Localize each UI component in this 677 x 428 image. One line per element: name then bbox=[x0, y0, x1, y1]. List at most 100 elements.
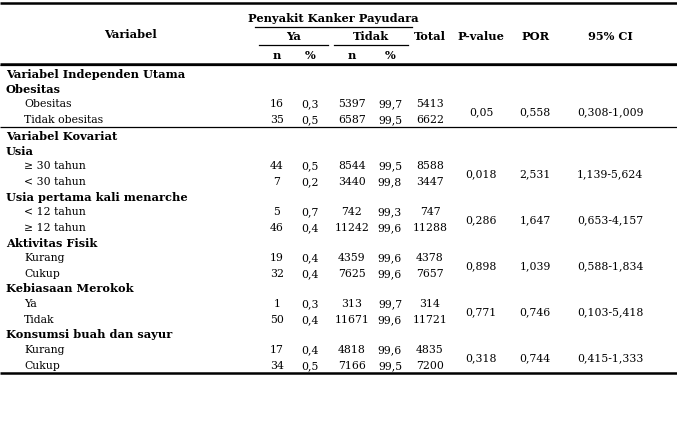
Text: 313: 313 bbox=[341, 299, 362, 309]
Text: 34: 34 bbox=[270, 361, 284, 371]
Text: 7625: 7625 bbox=[338, 269, 366, 279]
Text: %: % bbox=[305, 50, 315, 60]
Text: 0,558: 0,558 bbox=[519, 107, 550, 117]
Text: 8588: 8588 bbox=[416, 161, 444, 171]
Text: 6587: 6587 bbox=[338, 115, 366, 125]
Text: POR: POR bbox=[521, 31, 549, 42]
Text: < 30 tahun: < 30 tahun bbox=[24, 177, 86, 187]
Text: 0,018: 0,018 bbox=[465, 169, 497, 179]
Text: 1: 1 bbox=[274, 299, 280, 309]
Text: Kurang: Kurang bbox=[24, 345, 64, 355]
Text: Usia pertama kali menarche: Usia pertama kali menarche bbox=[6, 191, 188, 202]
Text: 6622: 6622 bbox=[416, 115, 444, 125]
Text: 0,5: 0,5 bbox=[301, 161, 319, 171]
Text: Tidak: Tidak bbox=[353, 30, 389, 42]
Text: Variabel Independen Utama: Variabel Independen Utama bbox=[6, 68, 185, 80]
Text: 0,5: 0,5 bbox=[301, 361, 319, 371]
Text: 46: 46 bbox=[270, 223, 284, 233]
Text: 747: 747 bbox=[420, 207, 440, 217]
Text: 1,039: 1,039 bbox=[519, 261, 550, 271]
Text: 3440: 3440 bbox=[338, 177, 366, 187]
Text: 0,2: 0,2 bbox=[301, 177, 319, 187]
Text: ≥ 12 tahun: ≥ 12 tahun bbox=[24, 223, 86, 233]
Text: 99,7: 99,7 bbox=[378, 299, 402, 309]
Text: 4835: 4835 bbox=[416, 345, 444, 355]
Text: Tidak obesitas: Tidak obesitas bbox=[24, 115, 103, 125]
Text: 99,6: 99,6 bbox=[378, 223, 402, 233]
Text: 314: 314 bbox=[420, 299, 441, 309]
Text: Obesitas: Obesitas bbox=[6, 83, 61, 95]
Text: 16: 16 bbox=[270, 99, 284, 109]
Text: Ya: Ya bbox=[286, 30, 301, 42]
Text: n: n bbox=[348, 50, 356, 60]
Text: 8544: 8544 bbox=[338, 161, 366, 171]
Text: 99,3: 99,3 bbox=[378, 207, 402, 217]
Text: 1,647: 1,647 bbox=[519, 215, 550, 225]
Text: 4378: 4378 bbox=[416, 253, 444, 263]
Text: 0,3: 0,3 bbox=[301, 299, 319, 309]
Text: Kebiasaan Merokok: Kebiasaan Merokok bbox=[6, 283, 133, 294]
Text: P-value: P-value bbox=[458, 31, 504, 42]
Text: 99,5: 99,5 bbox=[378, 115, 402, 125]
Text: Usia: Usia bbox=[6, 146, 34, 157]
Text: 0,746: 0,746 bbox=[519, 307, 550, 317]
Text: 0,4: 0,4 bbox=[301, 269, 319, 279]
Text: 0,4: 0,4 bbox=[301, 223, 319, 233]
Text: 99,7: 99,7 bbox=[378, 99, 402, 109]
Text: 44: 44 bbox=[270, 161, 284, 171]
Text: ≥ 30 tahun: ≥ 30 tahun bbox=[24, 161, 86, 171]
Text: 0,05: 0,05 bbox=[468, 107, 493, 117]
Text: 11288: 11288 bbox=[412, 223, 447, 233]
Text: 0,7: 0,7 bbox=[301, 207, 319, 217]
Text: Aktivitas Fisik: Aktivitas Fisik bbox=[6, 238, 97, 249]
Text: Konsumsi buah dan sayur: Konsumsi buah dan sayur bbox=[6, 330, 172, 341]
Text: 7166: 7166 bbox=[338, 361, 366, 371]
Text: Ya: Ya bbox=[24, 299, 37, 309]
Text: %: % bbox=[385, 50, 395, 60]
Text: < 12 tahun: < 12 tahun bbox=[24, 207, 86, 217]
Text: n: n bbox=[273, 50, 281, 60]
Text: 3447: 3447 bbox=[416, 177, 444, 187]
Text: Cukup: Cukup bbox=[24, 269, 60, 279]
Text: 742: 742 bbox=[342, 207, 362, 217]
Text: 11721: 11721 bbox=[412, 315, 447, 325]
Text: 4818: 4818 bbox=[338, 345, 366, 355]
Text: Obesitas: Obesitas bbox=[24, 99, 72, 109]
Text: 99,5: 99,5 bbox=[378, 361, 402, 371]
Text: Penyakit Kanker Payudara: Penyakit Kanker Payudara bbox=[248, 12, 419, 24]
Text: 0,286: 0,286 bbox=[465, 215, 497, 225]
Text: 0,4: 0,4 bbox=[301, 315, 319, 325]
Text: 0,3: 0,3 bbox=[301, 99, 319, 109]
Text: 0,103-5,418: 0,103-5,418 bbox=[577, 307, 643, 317]
Text: 0,415-1,333: 0,415-1,333 bbox=[577, 353, 643, 363]
Text: 0,744: 0,744 bbox=[519, 353, 550, 363]
Text: 95% CI: 95% CI bbox=[588, 31, 632, 42]
Text: 0,898: 0,898 bbox=[465, 261, 497, 271]
Text: 0,771: 0,771 bbox=[465, 307, 497, 317]
Text: 5397: 5397 bbox=[338, 99, 366, 109]
Text: 50: 50 bbox=[270, 315, 284, 325]
Text: 0,588-1,834: 0,588-1,834 bbox=[577, 261, 643, 271]
Text: 99,6: 99,6 bbox=[378, 269, 402, 279]
Text: 17: 17 bbox=[270, 345, 284, 355]
Text: 99,6: 99,6 bbox=[378, 315, 402, 325]
Text: 7200: 7200 bbox=[416, 361, 444, 371]
Text: 0,4: 0,4 bbox=[301, 253, 319, 263]
Text: 5: 5 bbox=[274, 207, 280, 217]
Text: Total: Total bbox=[414, 31, 446, 42]
Text: Tidak: Tidak bbox=[24, 315, 55, 325]
Text: Variabel: Variabel bbox=[104, 29, 156, 40]
Text: Cukup: Cukup bbox=[24, 361, 60, 371]
Text: 99,6: 99,6 bbox=[378, 345, 402, 355]
Text: Kurang: Kurang bbox=[24, 253, 64, 263]
Text: 7: 7 bbox=[274, 177, 280, 187]
Text: 99,8: 99,8 bbox=[378, 177, 402, 187]
Text: 0,308-1,009: 0,308-1,009 bbox=[577, 107, 643, 117]
Text: 1,139-5,624: 1,139-5,624 bbox=[577, 169, 643, 179]
Text: 2,531: 2,531 bbox=[519, 169, 550, 179]
Text: 0,5: 0,5 bbox=[301, 115, 319, 125]
Text: 35: 35 bbox=[270, 115, 284, 125]
Text: 11242: 11242 bbox=[334, 223, 370, 233]
Text: 0,653-4,157: 0,653-4,157 bbox=[577, 215, 643, 225]
Text: 0,318: 0,318 bbox=[465, 353, 497, 363]
